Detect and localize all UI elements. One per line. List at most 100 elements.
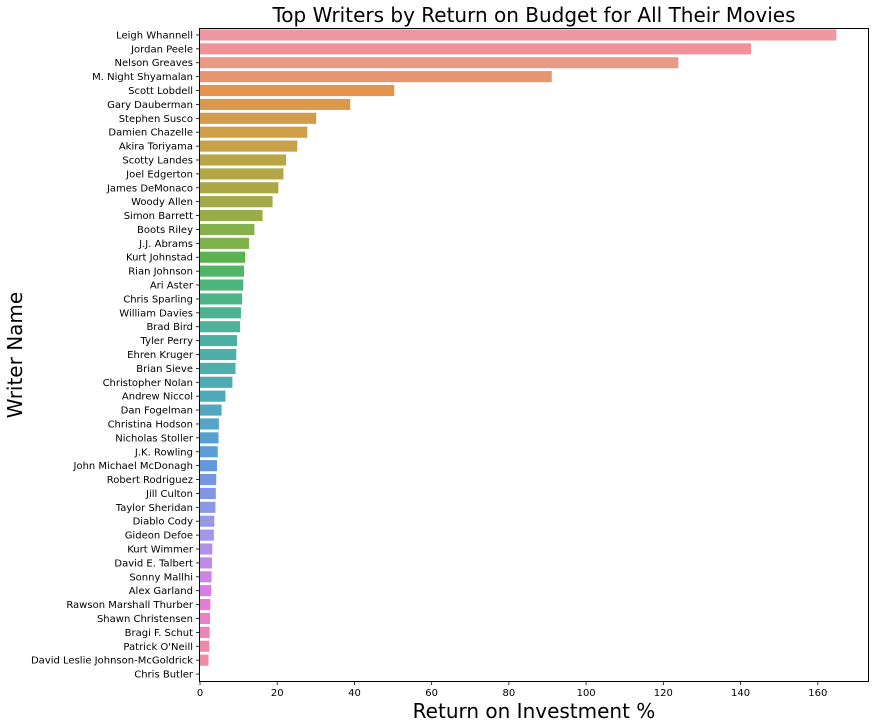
y-tick-label: William Davies — [119, 308, 193, 319]
bar — [200, 307, 241, 319]
bar — [200, 84, 395, 97]
bar — [200, 529, 214, 541]
bar — [200, 390, 226, 402]
bar — [200, 404, 222, 416]
y-tick-label: Damien Chazelle — [108, 128, 193, 139]
plot-frame — [199, 28, 869, 682]
y-tick-label: Simon Barrett — [124, 211, 193, 222]
y-tick-label: Gary Dauberman — [107, 100, 193, 111]
bar — [200, 487, 216, 499]
x-tick-label: 120 — [654, 688, 673, 699]
y-tick-label: Scotty Landes — [122, 155, 193, 166]
bar — [200, 168, 284, 180]
bar — [200, 140, 298, 152]
x-tick-label: 60 — [425, 688, 438, 699]
y-tick-label: Brian Sieve — [136, 364, 193, 375]
y-tick-label: James DeMonaco — [106, 183, 193, 194]
bar — [200, 515, 215, 527]
bar — [200, 29, 837, 41]
y-tick-label: Rawson Marshall Thurber — [66, 600, 194, 611]
bar — [200, 293, 243, 305]
bar — [200, 348, 237, 361]
bar — [200, 599, 211, 611]
y-tick-label: Jordan Peele — [130, 44, 193, 55]
y-tick-label: Andrew Niccol — [122, 392, 193, 403]
bar — [200, 376, 233, 388]
bar — [200, 432, 219, 444]
bar — [200, 279, 244, 291]
bar — [200, 223, 255, 236]
y-tick-label: Shawn Christensen — [97, 614, 193, 625]
bar — [200, 43, 752, 55]
bar — [200, 460, 217, 472]
y-tick-label: Woody Allen — [131, 197, 193, 208]
y-tick-label: Robert Rodriguez — [107, 475, 193, 486]
x-tick-label: 160 — [808, 688, 827, 699]
bar — [200, 126, 308, 138]
x-axis-label: Return on Investment % — [413, 699, 656, 723]
bar — [200, 446, 218, 458]
bar — [200, 612, 211, 625]
x-tick-label: 100 — [577, 688, 596, 699]
bar — [200, 640, 210, 652]
bar — [200, 196, 273, 208]
y-tick-label: Sonny Mallhi — [129, 572, 193, 583]
y-axis-label: Writer Name — [3, 292, 27, 418]
y-tick-label: Stephen Susco — [119, 114, 193, 125]
bar — [200, 501, 216, 513]
bar — [200, 362, 236, 374]
bar — [200, 571, 212, 583]
y-tick-label: Brad Bird — [146, 322, 193, 333]
bar — [200, 154, 287, 166]
y-tick-label: Christopher Nolan — [103, 378, 193, 389]
bar — [200, 585, 212, 597]
bar — [200, 626, 210, 638]
bars-group — [200, 29, 837, 666]
bar — [200, 98, 351, 110]
y-tick-label: Alex Garland — [129, 586, 193, 597]
y-tick-label: Nicholas Stoller — [115, 433, 194, 444]
bar — [200, 418, 219, 430]
bar — [200, 182, 279, 194]
y-tick-label: David Leslie Johnson-McGoldrick — [31, 656, 193, 667]
y-tick-label: Boots Riley — [137, 225, 193, 236]
y-tick-label: David E. Talbert — [114, 558, 193, 569]
bar — [200, 321, 241, 333]
x-ticks: 0 20 40 60 80 100 120 140 160 — [197, 681, 827, 699]
y-tick-label: Diablo Cody — [133, 517, 193, 528]
y-tick-label: J.J. Abrams — [138, 239, 193, 250]
bar — [200, 210, 263, 222]
x-tick-label: 80 — [503, 688, 516, 699]
y-tick-label: Kurt Johnstad — [126, 253, 193, 264]
bar — [200, 112, 317, 124]
bar — [200, 654, 209, 666]
y-tick-label: Rian Johnson — [128, 267, 193, 278]
y-tick-label: Akira Toriyama — [119, 142, 193, 153]
bar — [200, 335, 238, 347]
chart-title: Top Writers by Return on Budget for All … — [271, 3, 795, 27]
y-tick-labels: Leigh Whannell Jordan Peele Nelson Greaves… — [31, 30, 200, 681]
bar — [200, 237, 250, 249]
y-tick-label: Jill Culton — [145, 489, 193, 500]
x-tick-label: 20 — [271, 688, 284, 699]
y-tick-label: Chris Sparling — [123, 294, 193, 305]
y-tick-label: Chris Butler — [134, 670, 194, 681]
bar — [200, 473, 217, 486]
y-tick-label: Gideon Defoe — [125, 531, 193, 542]
y-tick-label: Dan Fogelman — [121, 406, 193, 417]
bar — [200, 543, 213, 555]
bar — [200, 251, 246, 263]
y-tick-label: John Michael McDonagh — [73, 461, 194, 472]
y-tick-label: Nelson Greaves — [115, 58, 193, 69]
y-tick-label: Scott Lobdell — [128, 86, 193, 97]
bar — [200, 71, 552, 83]
x-tick-label: 0 — [197, 688, 203, 699]
x-tick-label: 140 — [731, 688, 750, 699]
y-tick-label: Ari Aster — [150, 281, 194, 292]
y-tick-label: Bragi F. Schut — [125, 628, 193, 639]
y-tick-label: Patrick O'Neill — [123, 642, 193, 653]
x-tick-label: 40 — [348, 688, 361, 699]
y-tick-label: Taylor Sheridan — [115, 503, 193, 514]
